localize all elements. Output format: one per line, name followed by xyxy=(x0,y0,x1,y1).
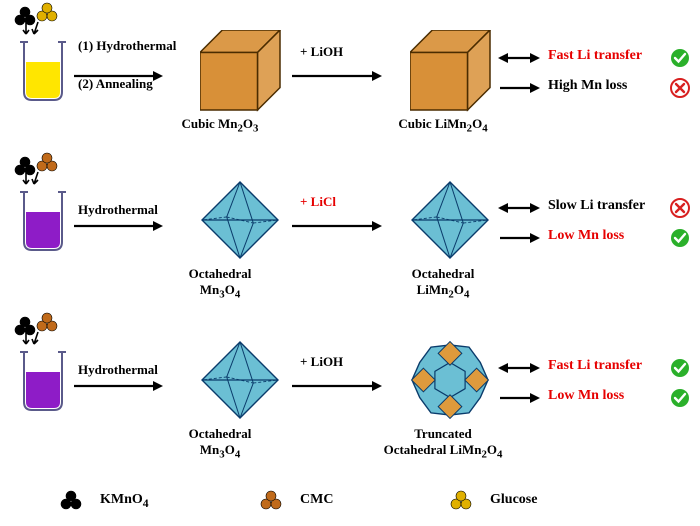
reagent-label: + LiOH xyxy=(300,354,343,370)
outcome-1: Slow Li transfer xyxy=(548,198,645,214)
step1-label: (1) Hydrothermal xyxy=(78,38,176,54)
legend-cmc: CMC xyxy=(300,492,333,508)
beaker-icon xyxy=(18,36,68,106)
check-icon xyxy=(670,358,690,378)
product-label: TruncatedOctahedral LiMn2O4 xyxy=(368,426,518,461)
cross-icon xyxy=(670,198,690,218)
cross-icon xyxy=(670,78,690,98)
product-label: Cubic LiMn2O4 xyxy=(368,116,518,135)
product-label: OctahedralLiMn2O4 xyxy=(368,266,518,301)
product-shape xyxy=(410,180,490,260)
outcome-2: Low Mn loss xyxy=(548,388,624,404)
product-shape xyxy=(410,340,490,420)
intermediate-label: OctahedralMn3O4 xyxy=(160,426,280,461)
outcome-1: Fast Li transfer xyxy=(548,358,642,374)
check-icon xyxy=(670,228,690,248)
reagent-label: + LiCl xyxy=(300,194,336,210)
synthesis-row: Hydrothermal OctahedralMn3O4 + LiOH Truncat… xyxy=(0,320,700,470)
outcome-2: High Mn loss xyxy=(548,78,627,94)
synthesis-row: Hydrothermal OctahedralMn3O4 + LiCl Octahed… xyxy=(0,160,700,310)
reagent-label: + LiOH xyxy=(300,44,343,60)
step2-label: (2) Annealing xyxy=(78,76,153,92)
step1-label: Hydrothermal xyxy=(78,202,158,218)
intermediate-label: OctahedralMn3O4 xyxy=(160,266,280,301)
beaker-icon xyxy=(18,186,68,256)
check-icon xyxy=(670,48,690,68)
intermediate-shape xyxy=(200,30,282,112)
legend-glucose: Glucose xyxy=(490,492,537,508)
step1-label: Hydrothermal xyxy=(78,362,158,378)
intermediate-shape xyxy=(200,340,280,420)
intermediate-label: Cubic Mn2O3 xyxy=(160,116,280,135)
outcome-2: Low Mn loss xyxy=(548,228,624,244)
legend-kmno4: KMnO4 xyxy=(100,492,149,510)
check-icon xyxy=(670,388,690,408)
synthesis-row: (1) Hydrothermal (2) Annealing Cubic Mn2O3… xyxy=(0,10,700,160)
product-shape xyxy=(410,30,492,112)
outcome-1: Fast Li transfer xyxy=(548,48,642,64)
intermediate-shape xyxy=(200,180,280,260)
beaker-icon xyxy=(18,346,68,416)
